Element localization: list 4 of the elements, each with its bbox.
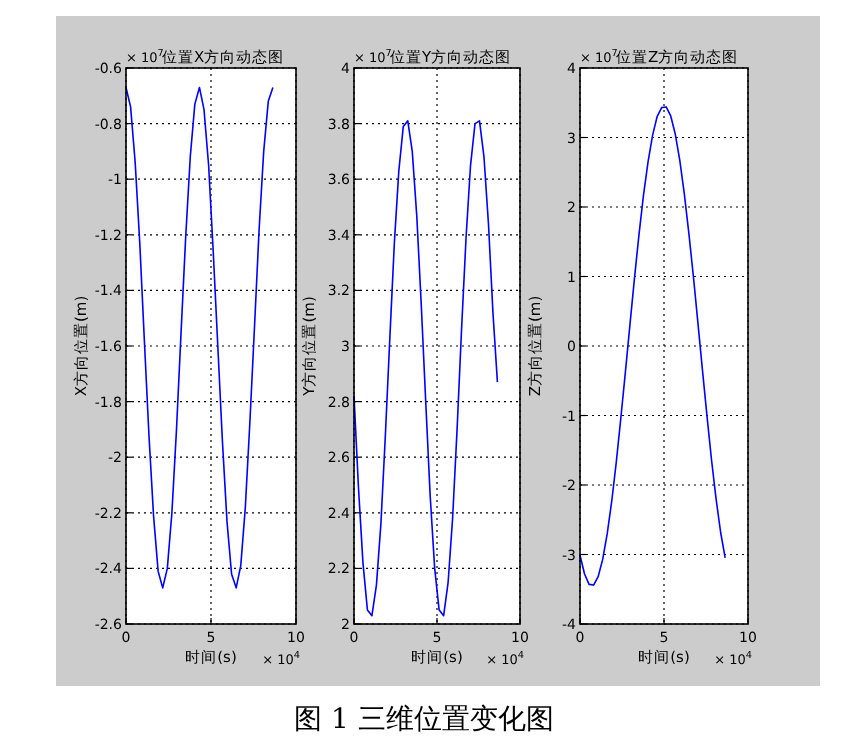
- line-series: [353, 120, 499, 617]
- line-series: [579, 106, 726, 586]
- caption: 图 1 三维位置变化图: [294, 704, 554, 736]
- line-series: [125, 86, 274, 589]
